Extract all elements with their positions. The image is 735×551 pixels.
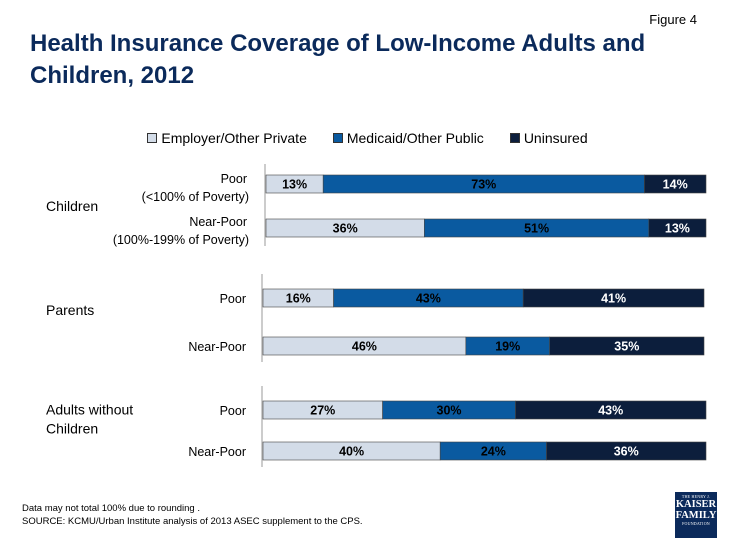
group-label: Parents xyxy=(46,302,94,318)
legend-swatch-uninsured xyxy=(509,133,520,143)
chart-title-line-1: Health Insurance Coverage of Low-Income … xyxy=(30,30,646,57)
category-label: Near-Poor xyxy=(189,215,247,229)
figure-label: Figure 4 xyxy=(649,12,697,27)
bar-segment-uninsured xyxy=(546,441,707,461)
legend-swatch-private xyxy=(147,133,158,143)
logo-line-2: KAISER xyxy=(675,499,717,510)
category-label: (<100% of Poverty) xyxy=(142,190,249,204)
kff-logo: THE HENRY J. KAISER FAMILY FOUNDATION xyxy=(675,492,717,538)
logo-line-1: THE HENRY J. xyxy=(681,494,711,499)
data-label: 13% xyxy=(665,222,690,236)
legend-item-public: Medicaid/Other Public xyxy=(332,130,484,146)
category-label: Near-Poor xyxy=(188,445,246,459)
legend-label-uninsured: Uninsured xyxy=(523,130,588,146)
group-label: Children xyxy=(46,198,98,214)
data-label: 27% xyxy=(310,404,335,418)
data-label: 14% xyxy=(663,178,688,192)
data-label: 16% xyxy=(286,292,311,306)
category-label: Poor xyxy=(221,172,247,186)
data-label: 24% xyxy=(481,445,506,459)
data-label: 19% xyxy=(495,340,520,354)
data-label: 30% xyxy=(437,404,462,418)
bar-segment-uninsured xyxy=(549,336,705,356)
data-label: 35% xyxy=(614,340,639,354)
footer: Data may not total 100% due to rounding … xyxy=(22,502,363,529)
bar-segment-uninsured xyxy=(644,174,707,194)
legend-label-private: Employer/Other Private xyxy=(161,130,307,146)
data-label: 13% xyxy=(282,178,307,192)
legend-item-private: Employer/Other Private xyxy=(147,130,307,146)
data-label: 41% xyxy=(601,292,626,306)
footer-source: SOURCE: KCMU/Urban Institute analysis of… xyxy=(22,516,363,528)
data-label: 73% xyxy=(471,178,496,192)
chart-title-line-2: Children, 2012 xyxy=(30,61,195,89)
logo-line-4: FOUNDATION xyxy=(682,521,710,526)
data-label: 43% xyxy=(598,404,623,418)
data-label: 36% xyxy=(614,445,639,459)
legend-swatch-public xyxy=(332,133,343,143)
data-label: 36% xyxy=(333,222,358,236)
group-label: Adults without xyxy=(46,402,133,418)
data-label: 46% xyxy=(352,340,377,354)
legend-label-public: Medicaid/Other Public xyxy=(346,130,484,146)
footer-note: Data may not total 100% due to rounding … xyxy=(22,503,200,514)
data-label: 40% xyxy=(339,445,364,459)
data-label: 51% xyxy=(524,222,549,236)
logo-line-3: FAMILY xyxy=(675,510,717,521)
legend-item-uninsured: Uninsured xyxy=(509,130,588,146)
category-label: Poor xyxy=(220,404,246,418)
bar-segment-uninsured xyxy=(515,400,707,420)
category-label: Poor xyxy=(220,292,246,306)
group-label: Children xyxy=(46,421,98,437)
data-label: 43% xyxy=(416,292,441,306)
bar-segment-uninsured xyxy=(522,288,705,308)
category-label: Near-Poor xyxy=(188,340,246,354)
bar-segment-uninsured xyxy=(648,218,707,238)
chart-title: Health Insurance Coverage of Low-Income … xyxy=(30,28,660,91)
category-label: (100%-199% of Poverty) xyxy=(113,233,249,247)
chart-legend: Employer/Other Private Medicaid/Other Pu… xyxy=(0,130,735,146)
